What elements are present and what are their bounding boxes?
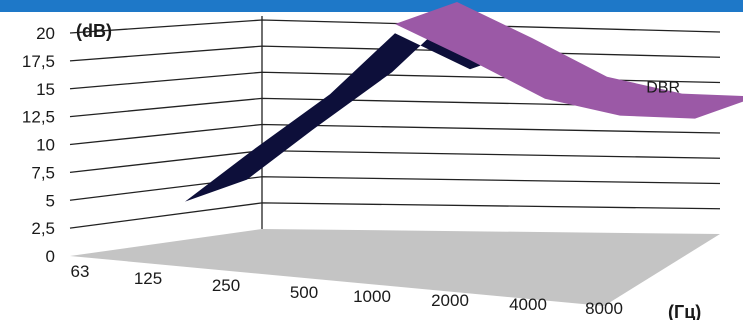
- series-ribbon-dbr: [395, 2, 743, 119]
- y-tick-label: 17,5: [22, 52, 55, 71]
- y-tick-label: 10: [36, 136, 55, 155]
- x-tick-label: 2000: [431, 291, 469, 310]
- series-ribbon-series-1: [185, 11, 532, 202]
- gridline: [69, 123, 721, 146]
- y-tick-label: 20: [36, 24, 55, 43]
- gridline: [69, 19, 721, 34]
- x-axis-unit-label: (Гц): [668, 302, 701, 320]
- top-title-band: [0, 0, 743, 12]
- chart-floor: [70, 229, 720, 306]
- x-tick-label: 500: [290, 283, 318, 302]
- x-tick-label: 8000: [585, 299, 623, 318]
- series-label: DBR: [646, 80, 680, 97]
- floor-plane: [70, 229, 720, 306]
- y-axis-unit-label: (dB): [76, 21, 112, 41]
- x-tick-label: 1000: [353, 287, 391, 306]
- y-tick-label: 0: [46, 247, 55, 266]
- x-axis-tick-labels: 63 125 250 500 1000 2000 4000 8000: [71, 262, 623, 318]
- y-tick-label: 12,5: [22, 108, 55, 127]
- y-tick-label: 2,5: [31, 219, 55, 238]
- y-tick-label: 7,5: [31, 163, 55, 182]
- gridline: [69, 149, 721, 174]
- y-tick-label: 15: [36, 80, 55, 99]
- x-tick-label: 63: [71, 262, 90, 281]
- x-tick-label: 125: [134, 269, 162, 288]
- x-tick-label: 4000: [509, 295, 547, 314]
- gridline: [69, 202, 721, 229]
- y-tick-label: 5: [46, 191, 55, 210]
- gridline: [69, 176, 721, 201]
- y-axis-tick-labels: 0 2,5 5 7,5 10 12,5 15 17,5 20: [22, 24, 55, 266]
- chart-series: DBR: [185, 2, 743, 202]
- x-tick-label: 250: [212, 276, 240, 295]
